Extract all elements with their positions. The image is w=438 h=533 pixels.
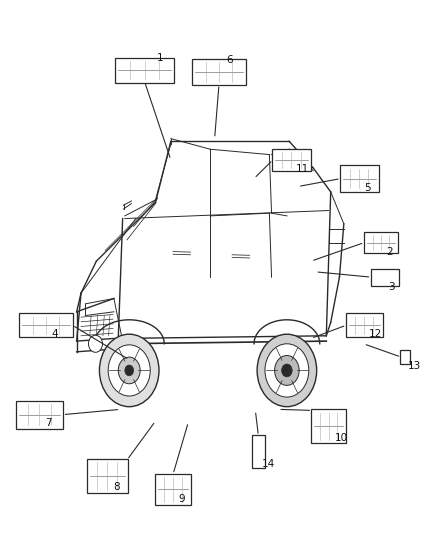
Text: 7: 7 [45, 418, 52, 428]
FancyBboxPatch shape [19, 313, 73, 337]
Text: 8: 8 [113, 482, 120, 491]
FancyBboxPatch shape [340, 165, 378, 191]
Circle shape [257, 334, 317, 407]
Circle shape [282, 364, 292, 377]
Text: 6: 6 [226, 55, 233, 64]
FancyBboxPatch shape [272, 149, 311, 171]
FancyBboxPatch shape [16, 401, 63, 429]
Text: 14: 14 [261, 459, 275, 469]
Circle shape [99, 334, 159, 407]
FancyBboxPatch shape [155, 473, 191, 505]
Text: 12: 12 [369, 329, 382, 339]
FancyBboxPatch shape [371, 269, 399, 286]
Text: 4: 4 [51, 329, 58, 338]
Circle shape [88, 335, 102, 352]
Text: 1: 1 [157, 53, 163, 62]
Circle shape [275, 356, 299, 385]
Text: 13: 13 [407, 361, 420, 371]
Circle shape [108, 345, 150, 396]
Circle shape [125, 365, 134, 376]
Text: 3: 3 [388, 282, 395, 292]
FancyBboxPatch shape [364, 232, 399, 253]
Text: 5: 5 [364, 183, 371, 192]
FancyBboxPatch shape [115, 58, 174, 83]
FancyBboxPatch shape [87, 459, 128, 493]
FancyBboxPatch shape [252, 435, 265, 468]
FancyBboxPatch shape [346, 313, 383, 337]
Text: 9: 9 [179, 495, 185, 504]
Text: 2: 2 [386, 247, 393, 257]
Text: 11: 11 [296, 164, 309, 174]
FancyBboxPatch shape [400, 350, 410, 364]
FancyBboxPatch shape [192, 59, 246, 85]
FancyBboxPatch shape [311, 409, 346, 443]
Text: 10: 10 [335, 433, 348, 443]
Circle shape [118, 357, 140, 384]
Polygon shape [77, 141, 344, 365]
Circle shape [265, 344, 309, 397]
